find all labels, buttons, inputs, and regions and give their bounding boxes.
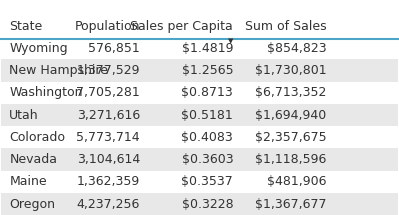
Text: 576,851: 576,851 [88, 42, 140, 55]
Text: Wyoming: Wyoming [9, 42, 68, 55]
Text: Colorado: Colorado [9, 131, 65, 144]
Text: $1,730,801: $1,730,801 [255, 64, 326, 77]
Text: State: State [9, 20, 43, 33]
Text: $1,367,677: $1,367,677 [255, 198, 326, 210]
Text: $0.4083: $0.4083 [182, 131, 233, 144]
Text: 5,773,714: 5,773,714 [77, 131, 140, 144]
Text: 7,705,281: 7,705,281 [76, 86, 140, 99]
Text: 4,237,256: 4,237,256 [77, 198, 140, 210]
Bar [1, 60, 398, 82]
Bar [1, 148, 398, 171]
Bar [1, 171, 398, 193]
Bar [1, 193, 398, 215]
Text: Maine: Maine [9, 175, 47, 188]
Text: 1,362,359: 1,362,359 [77, 175, 140, 188]
Text: 1,377,529: 1,377,529 [77, 64, 140, 77]
Text: $1,694,940: $1,694,940 [255, 109, 326, 121]
Text: $6,713,352: $6,713,352 [255, 86, 326, 99]
Text: $0.5181: $0.5181 [182, 109, 233, 121]
Text: 3,271,616: 3,271,616 [77, 109, 140, 121]
Text: $0.3537: $0.3537 [182, 175, 233, 188]
Text: $481,906: $481,906 [267, 175, 326, 188]
Bar [1, 126, 398, 148]
Text: $0.8713: $0.8713 [182, 86, 233, 99]
Text: 3,104,614: 3,104,614 [77, 153, 140, 166]
Bar [1, 82, 398, 104]
Text: ▼: ▼ [228, 38, 233, 44]
Text: Nevada: Nevada [9, 153, 57, 166]
Text: Sales per Capita: Sales per Capita [130, 20, 233, 33]
Text: Washington: Washington [9, 86, 83, 99]
Text: New Hampshire: New Hampshire [9, 64, 108, 77]
Bar [1, 37, 398, 60]
Text: $1.2565: $1.2565 [182, 64, 233, 77]
Text: $2,357,675: $2,357,675 [255, 131, 326, 144]
Text: Utah: Utah [9, 109, 39, 121]
Text: $0.3228: $0.3228 [182, 198, 233, 210]
Text: Sum of Sales: Sum of Sales [245, 20, 326, 33]
Text: $0.3603: $0.3603 [182, 153, 233, 166]
Bar [1, 104, 398, 126]
Text: Population: Population [75, 20, 140, 33]
Text: Oregon: Oregon [9, 198, 55, 210]
Text: $854,823: $854,823 [267, 42, 326, 55]
Text: $1,118,596: $1,118,596 [255, 153, 326, 166]
Text: $1.4819: $1.4819 [182, 42, 233, 55]
